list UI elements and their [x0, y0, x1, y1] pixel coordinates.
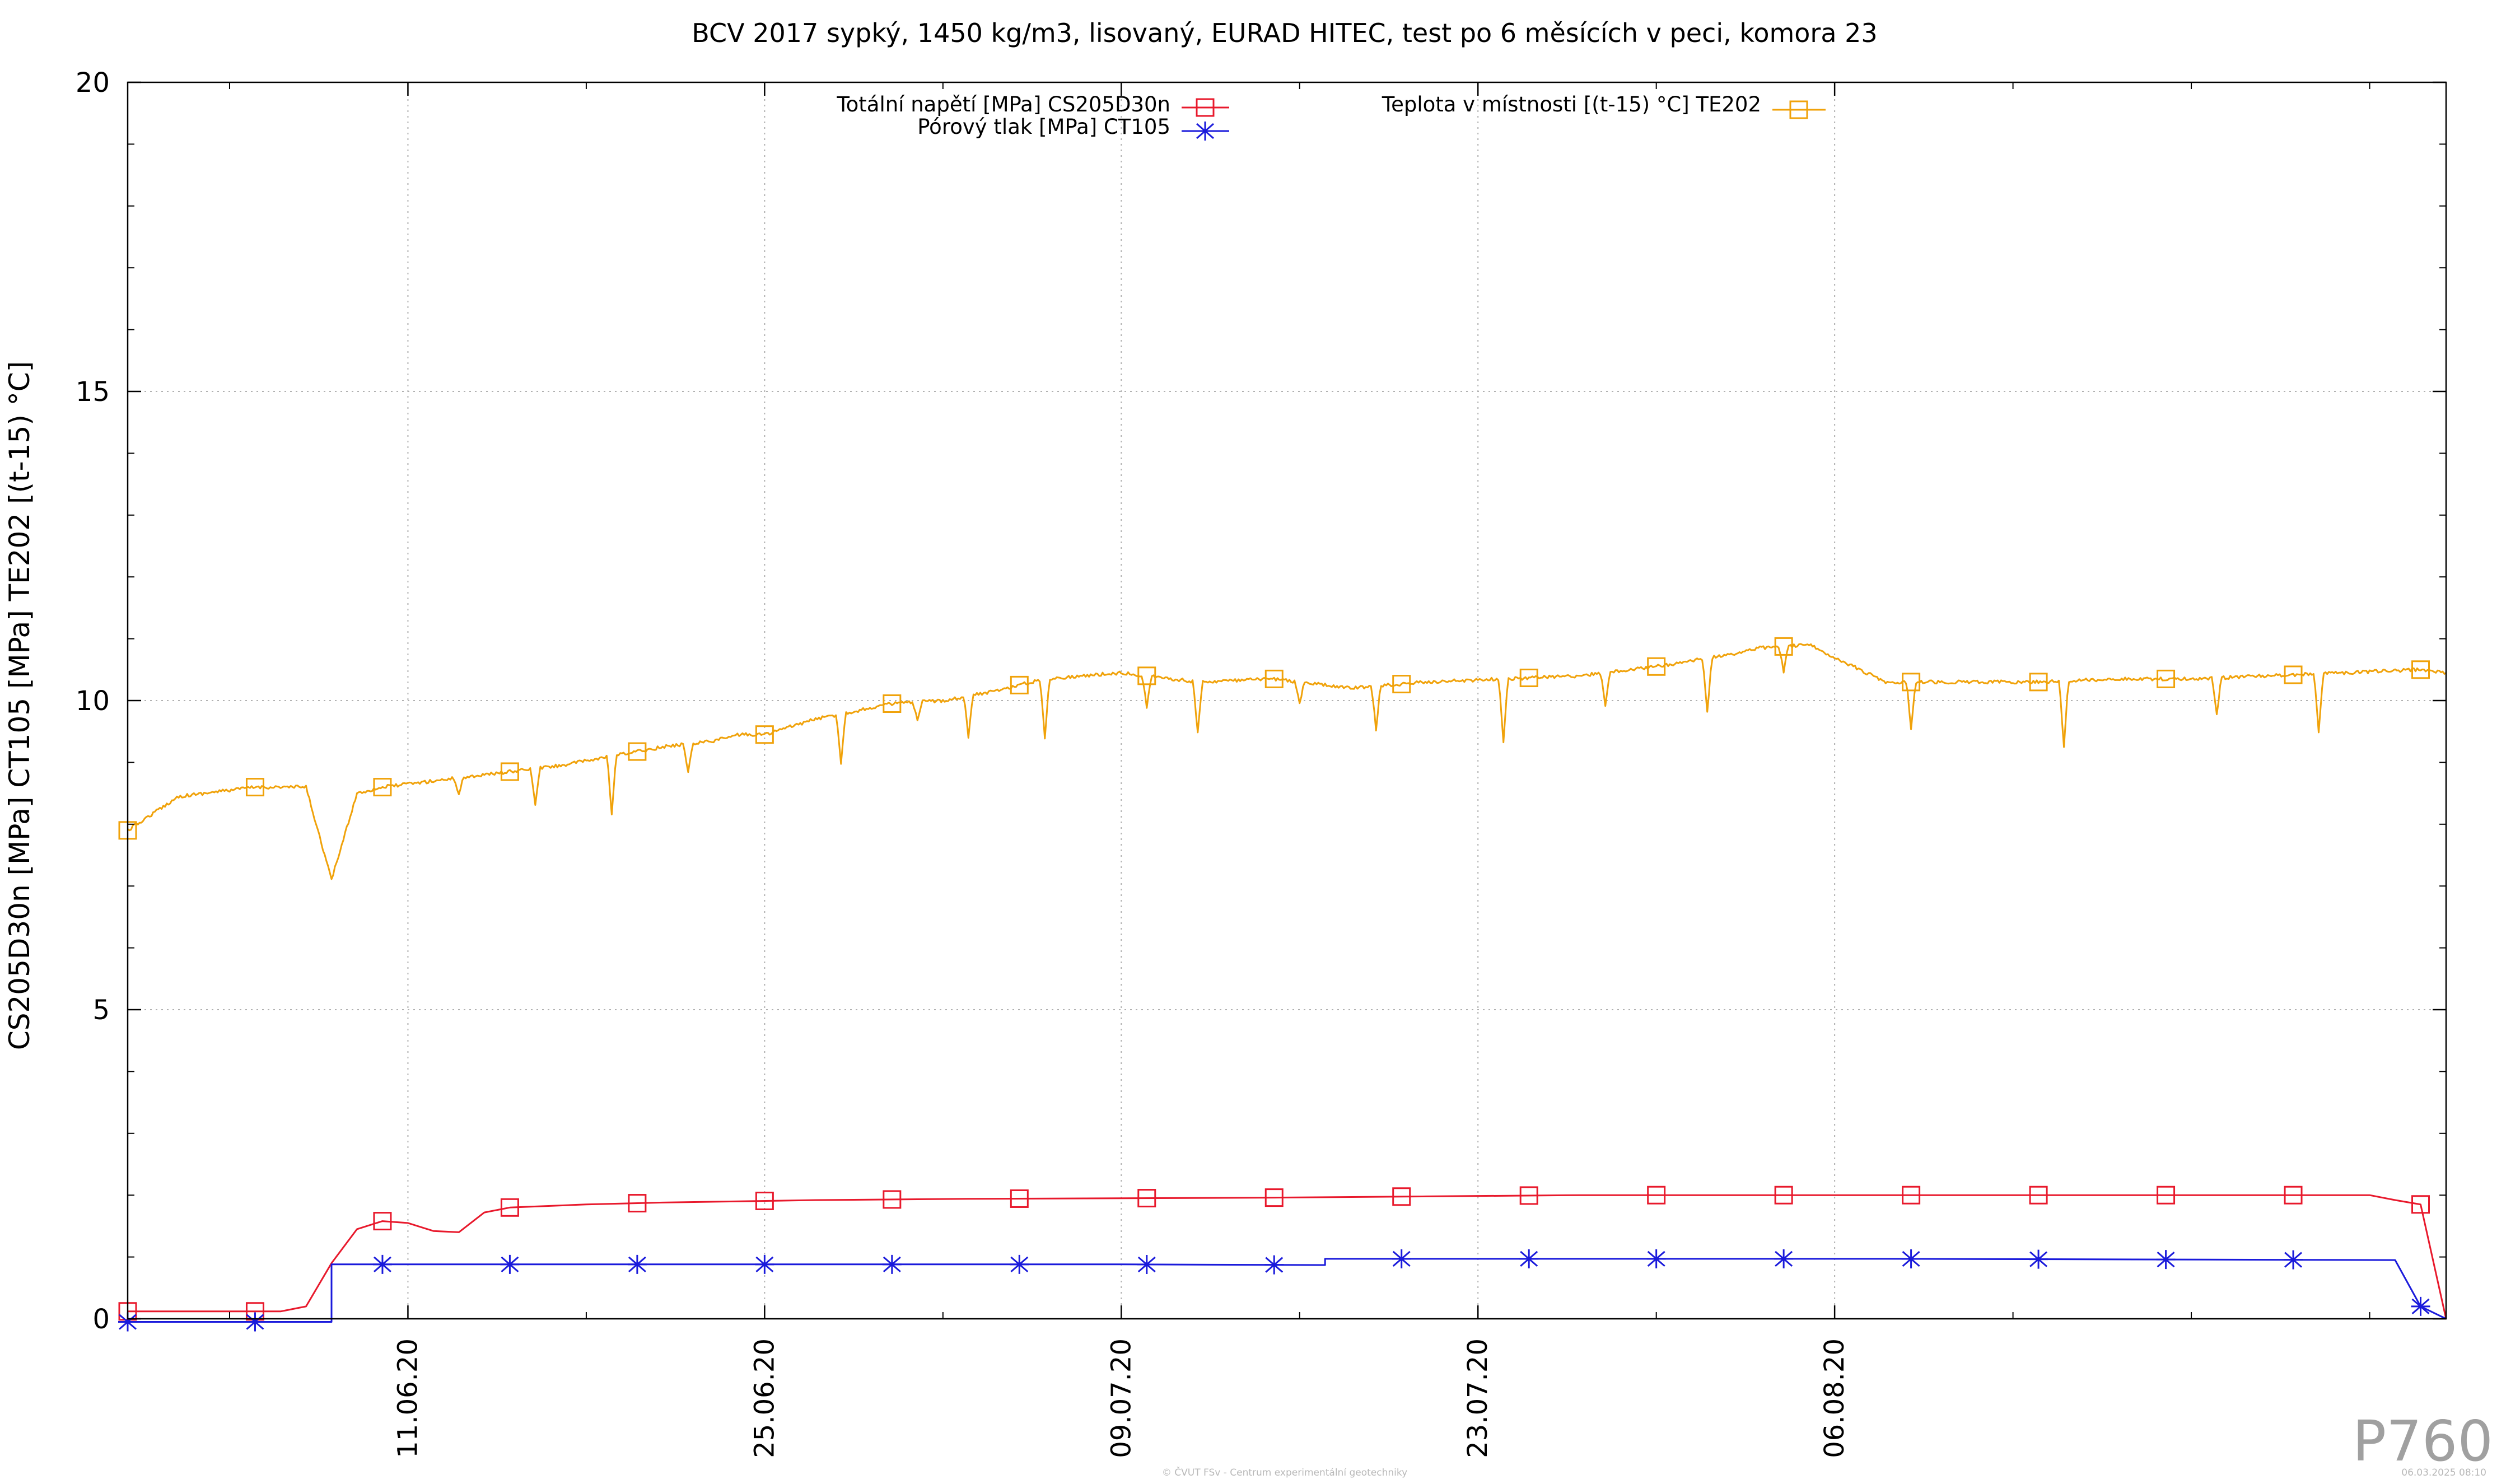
series-marker-total-stress — [1010, 1189, 1029, 1208]
series-marker-room-temperature — [2157, 669, 2176, 688]
y-tick-label: 5 — [92, 995, 110, 1026]
series-marker-total-stress — [1137, 1189, 1156, 1208]
series-marker-total-stress — [2029, 1186, 2048, 1205]
series-marker-room-temperature — [2029, 673, 2048, 692]
y-tick-label: 20 — [76, 67, 110, 99]
legend-label-room-temperature: Teplota v místnosti [(t-15) °C] TE202 — [1382, 92, 1761, 116]
series-marker-total-stress — [373, 1212, 392, 1231]
legend-entry-pore-pressure: Pórový tlak [MPa] CT105 — [917, 115, 1229, 141]
series-marker-total-stress — [2411, 1195, 2430, 1214]
series-marker-total-stress — [500, 1198, 519, 1217]
y-tick-label: 0 — [92, 1304, 110, 1335]
series-marker-total-stress — [628, 1194, 647, 1213]
series-room-temperature — [118, 637, 2447, 880]
legend-label-total-stress: Totální napětí [MPa] CS205D30n — [836, 92, 1170, 116]
legend-marker-room-temperature — [1789, 100, 1808, 119]
series-marker-room-temperature — [1647, 657, 1666, 676]
series-marker-room-temperature — [1902, 673, 1921, 692]
ticks — [128, 81, 2446, 1320]
x-tick-label: 23.07.20 — [1462, 1338, 1494, 1458]
footer-copyright: © ČVUT FSv - Centrum experimentální geot… — [1162, 1466, 1407, 1478]
series-marker-pore-pressure — [1010, 1254, 1029, 1274]
series-marker-room-temperature — [883, 694, 902, 713]
series-marker-total-stress — [1392, 1187, 1411, 1206]
series-marker-pore-pressure — [882, 1254, 902, 1274]
series-marker-room-temperature — [1010, 675, 1029, 694]
series-line-room-temperature — [127, 643, 2447, 880]
series-marker-pore-pressure — [2284, 1250, 2303, 1270]
series-marker-total-stress — [755, 1192, 774, 1211]
series-marker-pore-pressure — [2029, 1249, 2048, 1269]
series-marker-pore-pressure — [1392, 1249, 1411, 1268]
series-marker-pore-pressure — [245, 1312, 265, 1332]
x-tick-labels: 11.06.20 25.06.20 09.07.20 23.07.20 06.08.20 — [392, 1338, 1850, 1458]
x-tick-label: 11.06.20 — [392, 1338, 423, 1458]
series-marker-pore-pressure — [1264, 1255, 1284, 1275]
legend-label-pore-pressure: Pórový tlak [MPa] CT105 — [917, 115, 1170, 139]
series-marker-total-stress — [1519, 1186, 1538, 1205]
series-marker-room-temperature — [500, 762, 519, 781]
legend-entry-room-temperature: Teplota v místnosti [(t-15) °C] TE202 — [1382, 92, 1826, 119]
series-marker-pore-pressure — [2156, 1250, 2176, 1270]
watermark: P760 — [2353, 1408, 2493, 1474]
y-tick-label: 10 — [76, 685, 110, 717]
series-marker-room-temperature — [2411, 660, 2430, 679]
legend-marker-total-stress — [1196, 98, 1215, 117]
series-marker-room-temperature — [1774, 637, 1793, 656]
y-tick-label: 15 — [76, 376, 110, 408]
grid — [128, 82, 2446, 1319]
series-marker-pore-pressure — [755, 1254, 774, 1274]
series-line-total-stress — [128, 1194, 2447, 1319]
series-marker-pore-pressure — [1774, 1249, 1794, 1268]
series-marker-pore-pressure — [1137, 1254, 1156, 1274]
series-line-pore-pressure — [128, 1258, 2447, 1323]
series-marker-room-temperature — [755, 725, 774, 744]
x-tick-label: 06.08.20 — [1819, 1338, 1850, 1458]
y-axis-label: CS205D30n [MPa] CT105 [MPa] TE202 [(t-15… — [3, 361, 36, 1050]
series-marker-pore-pressure — [118, 1312, 137, 1332]
legend-entry-total-stress: Totální napětí [MPa] CS205D30n — [836, 92, 1229, 117]
series-marker-pore-pressure — [1519, 1249, 1539, 1268]
series-marker-room-temperature — [2284, 665, 2303, 684]
series-marker-room-temperature — [1519, 669, 1538, 688]
series-marker-total-stress — [1264, 1188, 1284, 1207]
series-marker-total-stress — [883, 1190, 902, 1209]
series-marker-room-temperature — [373, 778, 392, 797]
series-layer — [118, 637, 2447, 1332]
series-marker-pore-pressure — [1901, 1249, 1921, 1269]
footer-timestamp: 06.03.2025 08:10 — [2401, 1467, 2486, 1478]
x-tick-label: 25.06.20 — [749, 1338, 780, 1458]
series-marker-total-stress — [1774, 1186, 1793, 1205]
legend-marker-pore-pressure — [1196, 122, 1215, 141]
series-marker-total-stress — [1902, 1186, 1921, 1205]
series-marker-pore-pressure — [372, 1254, 392, 1274]
series-marker-total-stress — [2284, 1186, 2303, 1205]
series-pore-pressure — [118, 1249, 2447, 1332]
series-marker-pore-pressure — [500, 1254, 520, 1274]
legend: Totální napětí [MPa] CS205D30n Pórový tl… — [836, 92, 1826, 141]
x-tick-label: 09.07.20 — [1105, 1338, 1137, 1458]
series-marker-room-temperature — [628, 742, 647, 761]
series-marker-room-temperature — [1137, 666, 1156, 685]
series-marker-pore-pressure — [1646, 1249, 1666, 1268]
series-marker-room-temperature — [245, 778, 264, 797]
chart-title: BCV 2017 sypký, 1450 kg/m3, lisovaný, EU… — [692, 18, 1877, 48]
series-marker-total-stress — [1647, 1186, 1666, 1205]
series-marker-pore-pressure — [627, 1254, 647, 1274]
series-marker-pore-pressure — [2411, 1296, 2430, 1316]
series-marker-room-temperature — [1264, 669, 1284, 688]
series-marker-room-temperature — [1392, 675, 1411, 694]
y-tick-labels: 0 5 10 15 20 — [76, 67, 110, 1335]
series-marker-total-stress — [2157, 1186, 2176, 1205]
